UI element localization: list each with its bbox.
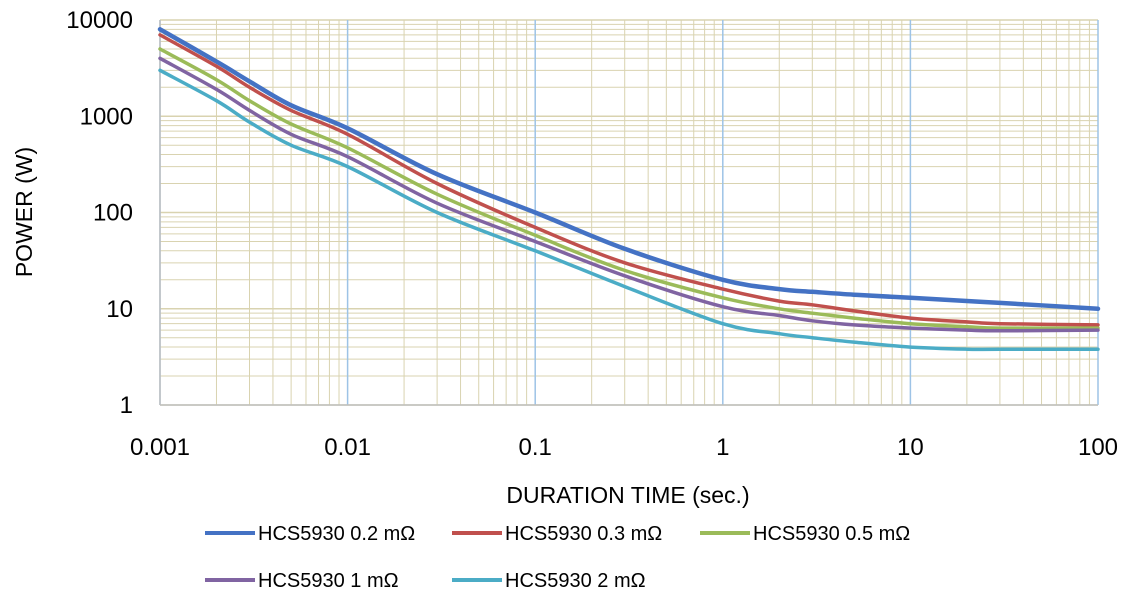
- x-tick-label: 0.01: [324, 434, 371, 461]
- series-lines: [157, 27, 1101, 352]
- y-tick-label: 100: [93, 200, 133, 227]
- y-tick-label: 10: [106, 296, 133, 323]
- legend-label: HCS5930 0.2 mΩ: [258, 523, 415, 545]
- series-line: [158, 33, 1100, 327]
- legend-label: HCS5930 2 mΩ: [505, 570, 646, 592]
- series-line: [157, 27, 1101, 312]
- x-tick-label: 100: [1078, 434, 1118, 461]
- x-axis-label: DURATION TIME (sec.): [506, 482, 749, 508]
- y-tick-label: 1: [120, 392, 133, 419]
- y-tick-label: 10000: [66, 7, 133, 34]
- x-tick-label: 1: [716, 434, 729, 461]
- x-tick-label: 0.1: [519, 434, 552, 461]
- y-axis-label: POWER (W): [11, 147, 37, 277]
- legend-label: HCS5930 0.5 mΩ: [753, 523, 910, 545]
- x-tick-label: 10: [897, 434, 924, 461]
- legend-label: HCS5930 1 mΩ: [258, 570, 399, 592]
- series-line: [158, 47, 1100, 330]
- legend-label: HCS5930 0.3 mΩ: [505, 523, 662, 545]
- y-tick-label: 1000: [80, 103, 133, 130]
- legend: HCS5930 0.2 mΩ HCS5930 0.3 mΩ HCS5930 0.5 …: [205, 523, 910, 592]
- series-line: [158, 68, 1100, 352]
- axes: [159, 20, 1098, 406]
- series-line: [158, 56, 1100, 333]
- x-tick-label: 0.001: [130, 434, 190, 461]
- tick-labels: 0.001 0.01 0.1 1 10 100 1 10 100 1000 10000: [66, 7, 1118, 461]
